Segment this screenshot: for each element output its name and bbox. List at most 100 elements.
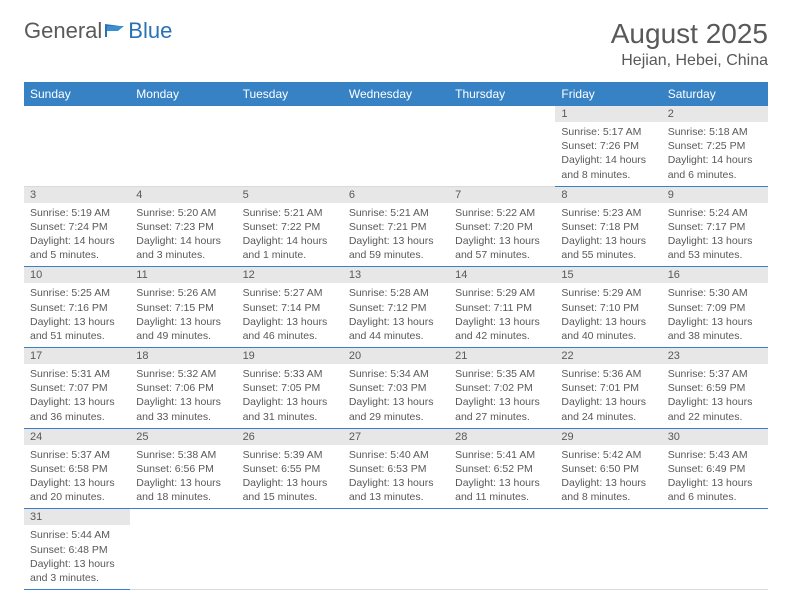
day-details: Sunrise: 5:23 AMSunset: 7:18 PMDaylight:…	[555, 203, 661, 267]
sunset-text: Sunset: 7:26 PM	[561, 139, 655, 153]
day-number: 31	[24, 509, 130, 525]
weekday-header: Tuesday	[237, 82, 343, 106]
calendar-empty-cell	[343, 509, 449, 590]
weekday-header: Thursday	[449, 82, 555, 106]
calendar-day-cell: 25Sunrise: 5:38 AMSunset: 6:56 PMDayligh…	[130, 428, 236, 509]
daylight-text: Daylight: 13 hours and 38 minutes.	[668, 315, 762, 343]
daylight-text: Daylight: 13 hours and 46 minutes.	[243, 315, 337, 343]
day-details: Sunrise: 5:40 AMSunset: 6:53 PMDaylight:…	[343, 445, 449, 509]
sunset-text: Sunset: 7:18 PM	[561, 220, 655, 234]
sunrise-text: Sunrise: 5:37 AM	[668, 367, 762, 381]
calendar-day-cell: 27Sunrise: 5:40 AMSunset: 6:53 PMDayligh…	[343, 428, 449, 509]
page-title: August 2025	[611, 18, 768, 50]
sunset-text: Sunset: 6:58 PM	[30, 462, 124, 476]
calendar-day-cell: 17Sunrise: 5:31 AMSunset: 7:07 PMDayligh…	[24, 348, 130, 429]
daylight-text: Daylight: 13 hours and 13 minutes.	[349, 476, 443, 504]
sunset-text: Sunset: 6:48 PM	[30, 543, 124, 557]
sunset-text: Sunset: 7:06 PM	[136, 381, 230, 395]
day-details: Sunrise: 5:21 AMSunset: 7:21 PMDaylight:…	[343, 203, 449, 267]
calendar-day-cell: 1Sunrise: 5:17 AMSunset: 7:26 PMDaylight…	[555, 106, 661, 186]
daylight-text: Daylight: 14 hours and 3 minutes.	[136, 234, 230, 262]
sunset-text: Sunset: 7:24 PM	[30, 220, 124, 234]
day-details: Sunrise: 5:24 AMSunset: 7:17 PMDaylight:…	[662, 203, 768, 267]
sunset-text: Sunset: 6:53 PM	[349, 462, 443, 476]
day-details: Sunrise: 5:42 AMSunset: 6:50 PMDaylight:…	[555, 445, 661, 509]
calendar-week-row: 1Sunrise: 5:17 AMSunset: 7:26 PMDaylight…	[24, 106, 768, 186]
calendar-week-row: 31Sunrise: 5:44 AMSunset: 6:48 PMDayligh…	[24, 509, 768, 590]
day-number: 10	[24, 267, 130, 283]
calendar-empty-cell	[449, 106, 555, 186]
daylight-text: Daylight: 13 hours and 53 minutes.	[668, 234, 762, 262]
sunset-text: Sunset: 7:21 PM	[349, 220, 443, 234]
daylight-text: Daylight: 13 hours and 29 minutes.	[349, 395, 443, 423]
daylight-text: Daylight: 13 hours and 22 minutes.	[668, 395, 762, 423]
sunset-text: Sunset: 7:09 PM	[668, 301, 762, 315]
day-number: 26	[237, 429, 343, 445]
day-number: 23	[662, 348, 768, 364]
calendar-day-cell: 4Sunrise: 5:20 AMSunset: 7:23 PMDaylight…	[130, 186, 236, 267]
sunrise-text: Sunrise: 5:17 AM	[561, 125, 655, 139]
day-number: 29	[555, 429, 661, 445]
sunset-text: Sunset: 6:49 PM	[668, 462, 762, 476]
logo-text-general: General	[24, 18, 102, 44]
calendar-day-cell: 13Sunrise: 5:28 AMSunset: 7:12 PMDayligh…	[343, 267, 449, 348]
day-details: Sunrise: 5:32 AMSunset: 7:06 PMDaylight:…	[130, 364, 236, 428]
sunrise-text: Sunrise: 5:21 AM	[243, 206, 337, 220]
day-number: 9	[662, 187, 768, 203]
day-details: Sunrise: 5:37 AMSunset: 6:59 PMDaylight:…	[662, 364, 768, 428]
calendar-week-row: 3Sunrise: 5:19 AMSunset: 7:24 PMDaylight…	[24, 186, 768, 267]
sunrise-text: Sunrise: 5:23 AM	[561, 206, 655, 220]
calendar-day-cell: 23Sunrise: 5:37 AMSunset: 6:59 PMDayligh…	[662, 348, 768, 429]
sunrise-text: Sunrise: 5:32 AM	[136, 367, 230, 381]
sunrise-text: Sunrise: 5:43 AM	[668, 448, 762, 462]
daylight-text: Daylight: 13 hours and 33 minutes.	[136, 395, 230, 423]
calendar-week-row: 17Sunrise: 5:31 AMSunset: 7:07 PMDayligh…	[24, 348, 768, 429]
sunrise-text: Sunrise: 5:28 AM	[349, 286, 443, 300]
day-details: Sunrise: 5:35 AMSunset: 7:02 PMDaylight:…	[449, 364, 555, 428]
sunset-text: Sunset: 7:22 PM	[243, 220, 337, 234]
weekday-header: Monday	[130, 82, 236, 106]
calendar-day-cell: 8Sunrise: 5:23 AMSunset: 7:18 PMDaylight…	[555, 186, 661, 267]
day-details: Sunrise: 5:26 AMSunset: 7:15 PMDaylight:…	[130, 283, 236, 347]
calendar-day-cell: 30Sunrise: 5:43 AMSunset: 6:49 PMDayligh…	[662, 428, 768, 509]
calendar-day-cell: 26Sunrise: 5:39 AMSunset: 6:55 PMDayligh…	[237, 428, 343, 509]
daylight-text: Daylight: 13 hours and 11 minutes.	[455, 476, 549, 504]
sunrise-text: Sunrise: 5:34 AM	[349, 367, 443, 381]
sunset-text: Sunset: 7:20 PM	[455, 220, 549, 234]
daylight-text: Daylight: 13 hours and 55 minutes.	[561, 234, 655, 262]
daylight-text: Daylight: 13 hours and 40 minutes.	[561, 315, 655, 343]
sunrise-text: Sunrise: 5:39 AM	[243, 448, 337, 462]
daylight-text: Daylight: 13 hours and 51 minutes.	[30, 315, 124, 343]
day-number: 21	[449, 348, 555, 364]
sunrise-text: Sunrise: 5:35 AM	[455, 367, 549, 381]
calendar-day-cell: 9Sunrise: 5:24 AMSunset: 7:17 PMDaylight…	[662, 186, 768, 267]
calendar-empty-cell	[237, 106, 343, 186]
daylight-text: Daylight: 13 hours and 42 minutes.	[455, 315, 549, 343]
day-number: 14	[449, 267, 555, 283]
daylight-text: Daylight: 13 hours and 18 minutes.	[136, 476, 230, 504]
calendar-day-cell: 22Sunrise: 5:36 AMSunset: 7:01 PMDayligh…	[555, 348, 661, 429]
sunset-text: Sunset: 7:02 PM	[455, 381, 549, 395]
calendar-empty-cell	[130, 509, 236, 590]
sunset-text: Sunset: 7:14 PM	[243, 301, 337, 315]
sunset-text: Sunset: 7:05 PM	[243, 381, 337, 395]
sunrise-text: Sunrise: 5:36 AM	[561, 367, 655, 381]
day-number: 12	[237, 267, 343, 283]
sunrise-text: Sunrise: 5:21 AM	[349, 206, 443, 220]
daylight-text: Daylight: 13 hours and 59 minutes.	[349, 234, 443, 262]
calendar-day-cell: 15Sunrise: 5:29 AMSunset: 7:10 PMDayligh…	[555, 267, 661, 348]
sunrise-text: Sunrise: 5:29 AM	[455, 286, 549, 300]
calendar-day-cell: 16Sunrise: 5:30 AMSunset: 7:09 PMDayligh…	[662, 267, 768, 348]
sunset-text: Sunset: 7:10 PM	[561, 301, 655, 315]
calendar-day-cell: 21Sunrise: 5:35 AMSunset: 7:02 PMDayligh…	[449, 348, 555, 429]
daylight-text: Daylight: 13 hours and 15 minutes.	[243, 476, 337, 504]
day-details: Sunrise: 5:29 AMSunset: 7:11 PMDaylight:…	[449, 283, 555, 347]
day-number: 19	[237, 348, 343, 364]
sunrise-text: Sunrise: 5:30 AM	[668, 286, 762, 300]
daylight-text: Daylight: 14 hours and 5 minutes.	[30, 234, 124, 262]
daylight-text: Daylight: 13 hours and 44 minutes.	[349, 315, 443, 343]
day-details: Sunrise: 5:29 AMSunset: 7:10 PMDaylight:…	[555, 283, 661, 347]
calendar-day-cell: 7Sunrise: 5:22 AMSunset: 7:20 PMDaylight…	[449, 186, 555, 267]
daylight-text: Daylight: 13 hours and 6 minutes.	[668, 476, 762, 504]
calendar-empty-cell	[237, 509, 343, 590]
